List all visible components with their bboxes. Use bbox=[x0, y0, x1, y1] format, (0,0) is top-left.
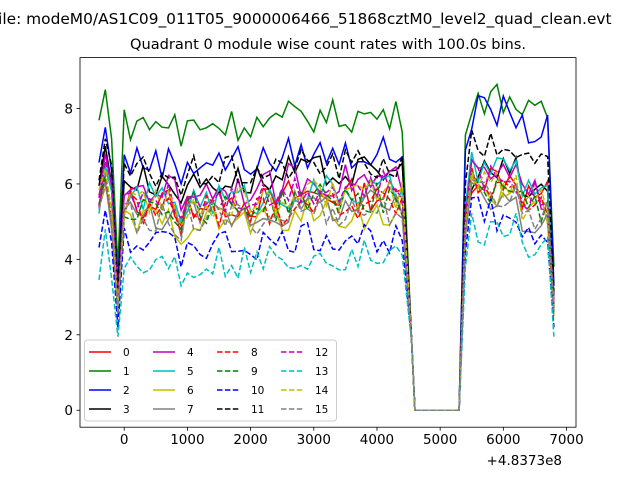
series-line-8 bbox=[98, 167, 555, 411]
series-line-1 bbox=[98, 82, 555, 411]
series-line-5 bbox=[98, 151, 555, 411]
y-tick-label: 6 bbox=[64, 177, 73, 193]
legend-label: 0 bbox=[123, 347, 130, 359]
series-line-14 bbox=[98, 168, 555, 411]
legend-label: 15 bbox=[315, 404, 328, 416]
legend-label: 9 bbox=[251, 366, 258, 378]
figure-suptitle: h file: modeM0/AS1C09_011T05_9000006466_… bbox=[0, 10, 612, 28]
series-line-10 bbox=[98, 196, 555, 411]
legend-label: 6 bbox=[187, 385, 194, 397]
legend-box bbox=[84, 339, 337, 422]
legend-label: 11 bbox=[251, 404, 264, 416]
legend-label: 12 bbox=[315, 347, 328, 359]
y-axis: 0 2 4 6 8 bbox=[64, 102, 80, 419]
x-tick-label: 7000 bbox=[549, 432, 583, 448]
legend-label: 5 bbox=[187, 366, 194, 378]
series-line-3 bbox=[98, 146, 555, 411]
x-tick-label: 4000 bbox=[360, 432, 394, 448]
x-axis: 0 1000 2000 3000 4000 5000 6000 7000 bbox=[120, 427, 584, 448]
y-tick-label: 4 bbox=[64, 252, 73, 268]
y-tick-label: 2 bbox=[64, 328, 73, 344]
legend-label: 2 bbox=[123, 385, 130, 397]
series-line-9 bbox=[98, 168, 555, 411]
series-line-13 bbox=[98, 213, 555, 411]
x-tick-label: 0 bbox=[120, 432, 129, 448]
legend-label: 3 bbox=[123, 404, 130, 416]
x-tick-label: 6000 bbox=[486, 432, 520, 448]
series-lines bbox=[98, 82, 555, 411]
series-line-2 bbox=[98, 93, 555, 411]
x-offset-label: +4.8373e8 bbox=[487, 453, 562, 469]
y-tick-label: 0 bbox=[64, 403, 73, 419]
series-line-15 bbox=[98, 178, 555, 411]
series-line-12 bbox=[98, 158, 555, 411]
x-tick-label: 1000 bbox=[170, 432, 204, 448]
legend-label: 4 bbox=[187, 347, 194, 359]
legend-label: 10 bbox=[251, 385, 264, 397]
x-tick-label: 3000 bbox=[297, 432, 331, 448]
legend-label: 8 bbox=[251, 347, 258, 359]
x-tick-label: 2000 bbox=[233, 432, 267, 448]
y-tick-label: 8 bbox=[64, 102, 73, 118]
x-tick-label: 5000 bbox=[423, 432, 457, 448]
legend-label: 14 bbox=[315, 385, 329, 397]
legend-label: 13 bbox=[315, 366, 328, 378]
legend-label: 7 bbox=[187, 404, 194, 416]
axes-frame bbox=[79, 57, 577, 428]
legend-label: 1 bbox=[123, 366, 130, 378]
series-line-11 bbox=[98, 129, 555, 411]
chart-title: Quadrant 0 module wise count rates with … bbox=[129, 36, 527, 53]
